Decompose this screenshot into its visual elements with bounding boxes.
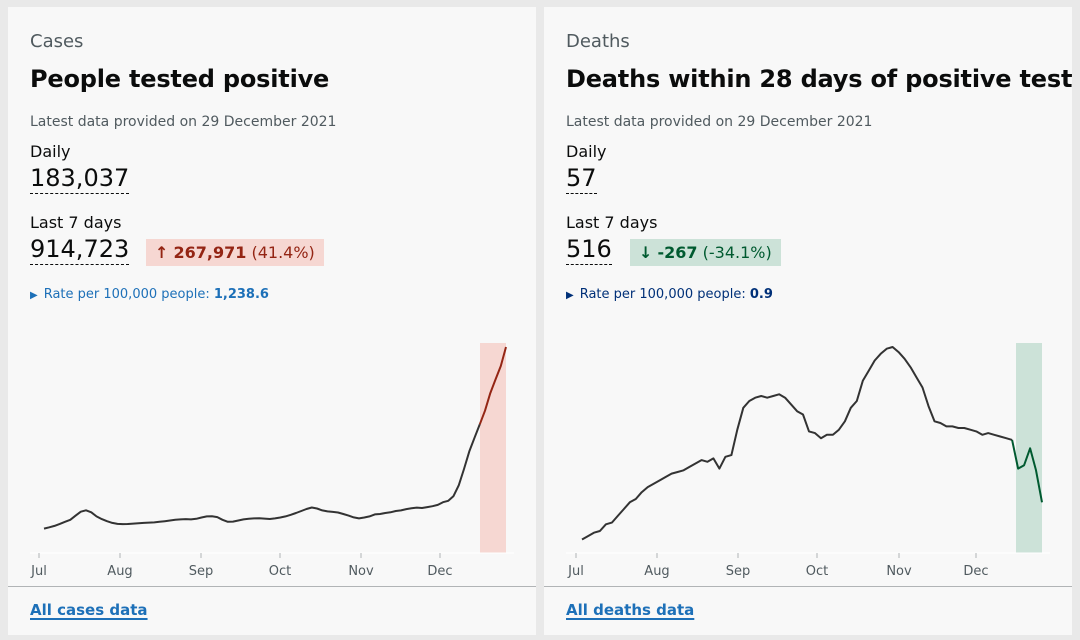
series-line [43,423,481,530]
card-title: People tested positive [30,65,330,93]
daily-label: Daily [566,142,607,161]
change-amount: 267,971 [173,243,247,262]
series-line-last-7-days [478,346,507,425]
card-caption: Cases [30,31,84,52]
x-tick-label: Nov [348,564,374,579]
x-tick-label: Nov [886,564,912,579]
divider [8,586,536,587]
card-title: Deaths within 28 days of positive test [566,65,1073,93]
cases-line-chart: Jul Aug Sep Oct Nov Dec [30,343,514,579]
last-7-days-highlight [1016,343,1042,553]
change-badge: ↓ -267 (-34.1%) [630,239,781,266]
deaths-card: Deaths Deaths within 28 days of positive… [544,7,1072,635]
all-cases-data-link[interactable]: All cases data [30,601,148,619]
x-tick-label: Sep [189,564,214,579]
x-tick-label: Oct [269,564,291,579]
triangle-right-icon: ▶ [30,290,38,301]
cases-card: Cases People tested positive Latest data… [8,7,536,635]
last-7-days-label: Last 7 days [566,213,658,232]
change-percent: (-34.1%) [702,243,772,262]
daily-value[interactable]: 183,037 [30,164,130,194]
change-badge: ↑ 267,971 (41.4%) [146,239,324,266]
card-caption: Deaths [566,31,630,52]
series-line [581,346,1013,541]
last-7-days-value[interactable]: 914,723 [30,235,130,265]
x-tick-label: Oct [806,564,828,579]
arrow-down-icon: ↓ [639,243,653,262]
rate-toggle[interactable]: ▶ Rate per 100,000 people: 0.9 [566,287,773,302]
all-deaths-data-link[interactable]: All deaths data [566,601,695,619]
deaths-line-chart: Jul Aug Sep Oct Nov Dec [566,343,1050,579]
change-percent: (41.4%) [251,243,315,262]
x-tick-label: Aug [644,564,669,579]
last-7-days-highlight [480,343,506,553]
rate-value: 1,238.6 [213,287,269,302]
x-tick-label: Sep [726,564,751,579]
x-tick-label: Dec [427,564,452,579]
change-amount: -267 [657,243,698,262]
divider [544,586,1072,587]
rate-label: Rate per 100,000 people: [43,287,210,302]
triangle-right-icon: ▶ [566,290,574,301]
latest-data-date: Latest data provided on 29 December 2021 [566,114,873,130]
last-7-days-label: Last 7 days [30,213,122,232]
x-tick-label: Dec [963,564,988,579]
arrow-up-icon: ↑ [155,243,169,262]
daily-value[interactable]: 57 [566,164,597,194]
x-tick-label: Jul [30,564,47,579]
rate-value: 0.9 [749,287,773,302]
rate-toggle[interactable]: ▶ Rate per 100,000 people: 1,238.6 [30,287,269,302]
x-tick-label: Jul [567,564,584,579]
rate-label: Rate per 100,000 people: [579,287,746,302]
daily-label: Daily [30,142,71,161]
x-tick-label: Aug [107,564,132,579]
series-line-last-7-days [1011,439,1043,503]
latest-data-date: Latest data provided on 29 December 2021 [30,114,337,130]
last-7-days-value[interactable]: 516 [566,235,612,265]
